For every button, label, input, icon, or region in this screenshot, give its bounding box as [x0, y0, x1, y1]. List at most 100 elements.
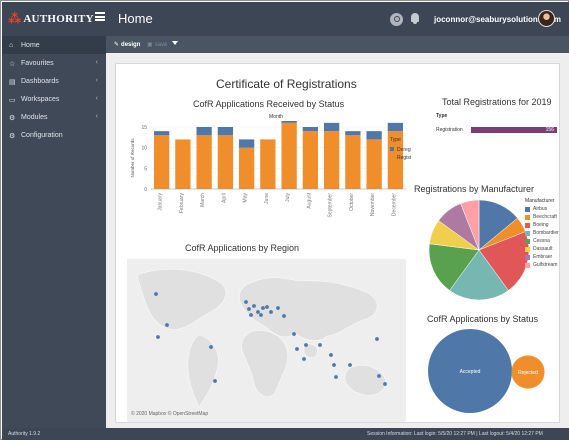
map-land-shape	[238, 277, 378, 341]
status-chart-plot-area	[151, 127, 406, 189]
status-chart-month-label: Month	[269, 114, 283, 120]
manufacturer-legend-label: Bombardier	[533, 230, 559, 236]
certificate-report-canvas: Certificate of Registrations CofR Applic…	[115, 63, 560, 423]
manufacturer-legend-item-dassault: Dassault	[525, 246, 552, 252]
region-map-point	[276, 306, 280, 310]
status-bar-registration-october	[345, 135, 361, 189]
sidebar-item-home[interactable]: ⌂ Home	[2, 36, 106, 54]
manufacturer-legend-label: Embraer	[533, 254, 553, 260]
sidebar-item-label: Dashboards	[21, 77, 59, 85]
user-email[interactable]: joconnor@seaburysolutions.com	[434, 15, 561, 24]
status-bar-registration-september	[323, 131, 340, 189]
manufacturer-legend-item-boeing: Boeing	[525, 222, 549, 228]
status-bar-registration-november	[366, 139, 382, 189]
page-title: Home	[118, 11, 153, 26]
notification-bell-icon[interactable]	[411, 13, 419, 24]
manufacturer-legend-label: Dassault	[533, 246, 553, 252]
status-chart-x-tick-label: November	[370, 193, 376, 216]
status-chart-x-tick-label: August	[306, 192, 312, 208]
manufacturer-legend-label: Gulfstream	[533, 262, 558, 268]
save-label: save	[154, 41, 168, 48]
chevron-left-icon: ‹	[95, 113, 98, 120]
status-chart-x-tick-label: July	[285, 193, 291, 202]
status-bar-registration-may	[238, 147, 255, 189]
manufacturer-legend-item-beechcraft: Beechcraft	[525, 214, 557, 220]
edit-icon: ✎	[114, 42, 120, 48]
status-bar-deregistration-may	[238, 139, 255, 148]
status-bar-chart: 0 5 10 15 Number of Records January February Ma…	[130, 121, 411, 217]
status-chart-x-tick-label: March	[200, 193, 206, 207]
status-chart-x-tick-label: June	[264, 193, 270, 204]
dashboard-content: Certificate of Registrations CofR Applic…	[106, 53, 569, 428]
status-bubble-accepted	[428, 329, 512, 413]
manufacturer-legend-label: Cessna	[533, 238, 550, 244]
menu-icon[interactable]	[95, 12, 105, 21]
manufacturer-legend-label: Beechcraft	[533, 214, 557, 220]
modules-icon: ⚙	[9, 114, 16, 122]
map-credit: © 2020 Mapbox © OpenStreetMap	[131, 411, 209, 417]
manufacturer-legend-item-cessna: Cessna	[525, 238, 550, 244]
status-bubble-rejected-label: Rejected	[518, 370, 538, 376]
app-version: Authority 1.9.2	[8, 431, 41, 437]
region-map[interactable]: © 2020 Mapbox © OpenStreetMap	[127, 259, 406, 422]
region-map-point	[292, 332, 296, 336]
session-information: Session Information: Last login: 5/5/20 …	[367, 431, 543, 437]
region-map-point	[252, 304, 256, 308]
manufacturer-legend-swatch	[525, 206, 530, 212]
sidebar-item-label: Configuration	[21, 131, 63, 139]
search-icon[interactable]	[390, 13, 403, 26]
region-map-point	[302, 357, 306, 361]
region-map-point	[259, 313, 263, 317]
status-bar-deregistration-august	[302, 127, 319, 132]
status-bar-registration-january	[153, 135, 170, 189]
region-map-point	[332, 363, 336, 367]
sidebar-item-configuration[interactable]: ⚙ Configuration	[2, 126, 106, 144]
logo-text: AUTHORITY	[23, 12, 94, 25]
manufacturer-legend-swatch	[525, 238, 530, 244]
manufacturer-pie-slice-bombardier	[449, 249, 509, 301]
manufacturer-legend-item-embraer: Embraer	[525, 254, 552, 260]
status-footer: Authority 1.9.2 Session Information: Las…	[2, 428, 569, 440]
map-land-shape	[136, 268, 227, 330]
region-map-point	[247, 307, 251, 311]
status-chart-x-tick-label: February	[179, 193, 185, 214]
design-button[interactable]: ✎ design	[114, 41, 140, 49]
save-button[interactable]: ▣ save	[147, 41, 168, 49]
logo-mark-icon: ⁂	[8, 11, 22, 26]
status-chart-y-tick-label: 15	[141, 125, 147, 131]
sidebar-item-modules[interactable]: ⚙ Modules ‹	[2, 108, 106, 126]
region-map-point	[348, 363, 352, 367]
sidebar-item-dashboards[interactable]: ▤ Dashboards ‹	[2, 72, 106, 90]
chevron-left-icon: ‹	[95, 59, 98, 66]
top-navigation-bar: ⁂ AUTHORITY Home joconnor@seaburysolutio…	[2, 2, 569, 36]
region-map-point	[375, 337, 379, 341]
sidebar-item-favourites[interactable]: ☆ Favourites ‹	[2, 54, 106, 72]
map-land-shape	[303, 343, 318, 358]
manufacturer-legend-item-gulfstream: Gulfstream	[525, 262, 557, 268]
status-bar-deregistration-december	[387, 122, 404, 132]
registration-category-label: Registration	[436, 127, 463, 133]
total-registrations-bar: 156	[471, 127, 557, 133]
region-map-point	[377, 374, 381, 378]
status-bar-deregistration-october	[345, 131, 361, 136]
sidebar-item-workspaces[interactable]: ▭ Workspaces ‹	[2, 90, 106, 108]
authority-logo[interactable]: ⁂ AUTHORITY	[8, 12, 94, 25]
user-avatar[interactable]	[538, 10, 555, 27]
report-toolbar: ✎ design ▣ save	[106, 36, 569, 53]
workspace-icon: ▭	[9, 96, 16, 104]
status-bar-deregistration-january	[153, 131, 170, 136]
save-options-chevron-down-icon[interactable]	[172, 41, 178, 45]
region-map-point	[154, 292, 158, 296]
map-land-shape	[241, 330, 289, 398]
manufacturer-legend-swatch	[525, 214, 530, 220]
status-bubble-rejected	[511, 355, 545, 389]
manufacturer-legend-swatch	[525, 254, 530, 260]
world-map-svg	[136, 268, 387, 408]
status-chart-y-tick-label: 5	[144, 166, 147, 172]
region-map-point	[261, 306, 265, 310]
status-bar-deregistration-november	[366, 131, 382, 140]
status-chart-x-tick-label: April	[221, 193, 227, 203]
region-map-point	[256, 310, 260, 314]
sidebar-item-label: Home	[21, 41, 40, 49]
